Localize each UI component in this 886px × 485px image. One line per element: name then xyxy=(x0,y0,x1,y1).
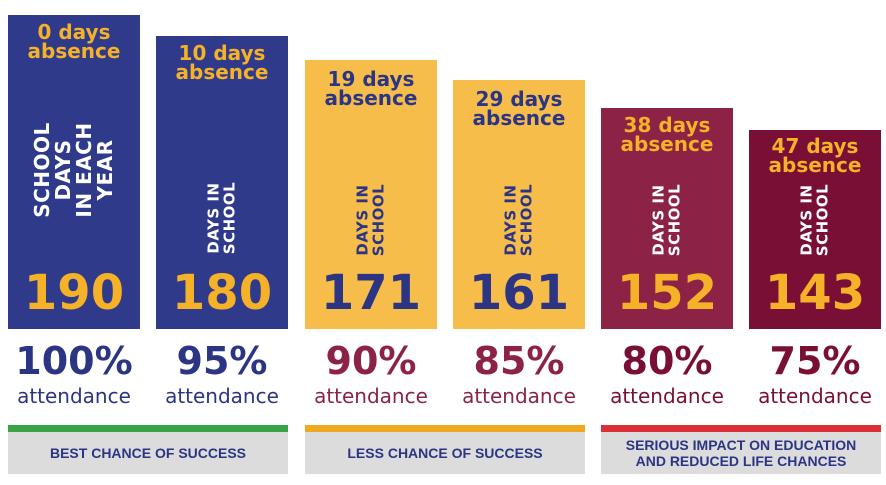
days-number: 143 xyxy=(764,265,866,321)
days-in-school-label: DAYS IN SCHOOL xyxy=(501,183,535,257)
percent-80: 80% xyxy=(621,339,713,383)
attendance-label: attendance xyxy=(610,384,724,408)
best-chance-band: BEST CHANCE OF SUCCESS xyxy=(8,432,288,474)
absence-label: 29 days absence xyxy=(472,87,566,130)
green-stripe xyxy=(8,425,288,432)
bar-161-days: 29 days absence DAYS IN SCHOOL 161 xyxy=(453,80,585,329)
bar-143-days: 47 days absence DAYS IN SCHOOL 143 xyxy=(749,130,881,329)
attendance-label: attendance xyxy=(17,384,131,408)
absence-label: 47 days absence xyxy=(768,134,862,177)
days-in-school-label: DAYS IN SCHOOL xyxy=(353,183,387,257)
absence-label: 10 days absence xyxy=(175,41,269,84)
school-days-label: SCHOOL DAYS IN EACH YEAR xyxy=(30,122,117,218)
attendance-label: attendance xyxy=(314,384,428,408)
days-in-school-label: DAYS IN SCHOOL xyxy=(204,181,238,255)
bar-180-days: 10 days absence DAYS IN SCHOOL 180 xyxy=(156,36,288,329)
percent-90: 90% xyxy=(325,339,417,383)
less-chance-band: LESS CHANCE OF SUCCESS xyxy=(305,432,585,474)
orange-stripe xyxy=(305,425,585,432)
bar-171-days: 19 days absence DAYS IN SCHOOL 171 xyxy=(305,60,437,329)
days-number: 171 xyxy=(320,265,422,321)
days-in-school-label: DAYS IN SCHOOL xyxy=(797,183,831,257)
days-in-school-label: DAYS IN SCHOOL xyxy=(649,183,683,257)
absence-label: 38 days absence xyxy=(620,113,714,156)
absence-label: 0 days absence xyxy=(27,20,121,63)
bar-190-days: 0 days absence SCHOOL DAYS IN EACH YEAR … xyxy=(8,15,140,329)
bar-152-days: 38 days absence DAYS IN SCHOOL 152 xyxy=(601,108,733,329)
red-stripe xyxy=(601,425,881,432)
absence-label: 19 days absence xyxy=(324,67,418,110)
percent-95: 95% xyxy=(176,339,268,383)
days-number: 161 xyxy=(468,265,570,321)
days-number: 190 xyxy=(23,265,125,321)
days-number: 152 xyxy=(616,265,718,321)
attendance-label: attendance xyxy=(758,384,872,408)
days-number: 180 xyxy=(171,265,273,321)
serious-impact-band: SERIOUS IMPACT ON EDUCATION AND REDUCED … xyxy=(601,432,881,474)
attendance-label: attendance xyxy=(462,384,576,408)
percent-85: 85% xyxy=(473,339,565,383)
attendance-label: attendance xyxy=(165,384,279,408)
percent-100: 100% xyxy=(15,339,133,383)
percent-75: 75% xyxy=(769,339,861,383)
